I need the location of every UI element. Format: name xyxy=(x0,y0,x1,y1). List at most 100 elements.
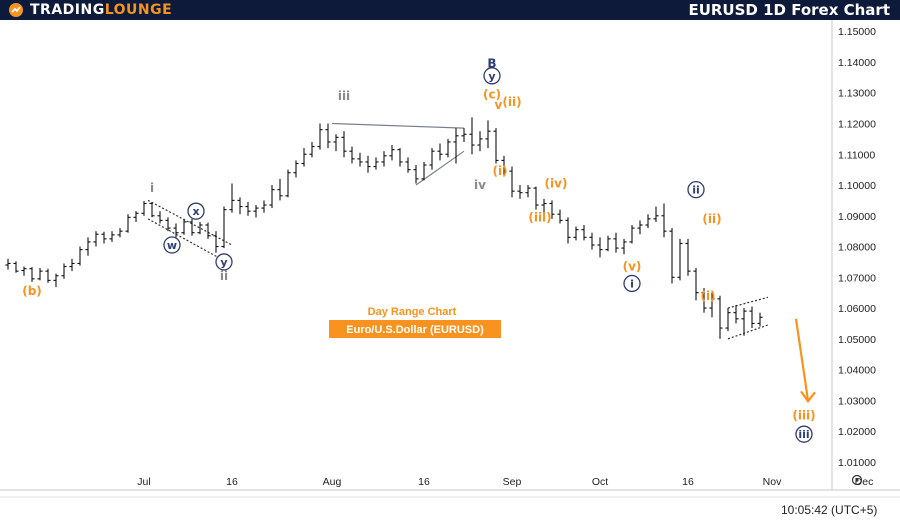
ohlc-bar xyxy=(277,178,283,201)
wave-label: iii xyxy=(798,428,809,441)
ohlc-bar xyxy=(285,169,291,198)
wave-label: v xyxy=(494,98,502,112)
channel-line-upper-2 xyxy=(727,296,769,309)
ohlc-bar xyxy=(221,206,227,249)
ohlc-bar xyxy=(709,292,715,318)
ohlc-bar xyxy=(517,185,523,199)
x-tick-label: Nov xyxy=(763,476,782,488)
ohlc-bar xyxy=(405,157,411,173)
wave-label: i xyxy=(150,181,154,195)
wave-label: ii xyxy=(220,269,228,283)
y-tick-label: 1.14000 xyxy=(838,57,876,69)
pair-label-box xyxy=(329,320,501,338)
ohlc-bar xyxy=(301,148,307,167)
ohlc-bar xyxy=(93,231,99,247)
wave-label: (iii) xyxy=(528,210,551,224)
ohlc-bar xyxy=(317,123,323,150)
wave-label-circle xyxy=(187,202,205,220)
x-tick-label: 16 xyxy=(682,476,694,488)
ohlc-bar xyxy=(645,214,651,229)
ohlc-bar xyxy=(141,201,147,216)
ohlc-bar xyxy=(5,258,11,270)
ohlc-bar xyxy=(485,120,491,149)
wave-label: ii xyxy=(692,184,700,197)
channel-line-lower-2 xyxy=(727,324,769,340)
ohlc-bar xyxy=(237,197,243,215)
ohlc-bar xyxy=(53,273,59,288)
wave-label: (i) xyxy=(492,164,507,178)
y-tick-label: 1.15000 xyxy=(838,26,876,38)
wave-label: (b) xyxy=(22,284,42,298)
ohlc-bar xyxy=(653,206,659,222)
wave-label: y xyxy=(488,70,495,83)
ohlc-bar xyxy=(349,146,355,164)
ohlc-bar xyxy=(573,226,579,241)
x-tick-label: Jul xyxy=(137,476,150,488)
ohlc-bar xyxy=(437,143,443,161)
wave-label-circle xyxy=(483,67,501,85)
pair-label-text: Euro/U.S.Dollar (EURUSD) xyxy=(346,324,484,336)
ohlc-bar xyxy=(109,231,115,242)
ohlc-bar xyxy=(565,217,571,244)
x-tick-label: Oct xyxy=(592,476,608,488)
settings-gear-icon[interactable] xyxy=(851,474,863,486)
ohlc-bar xyxy=(469,117,475,155)
ohlc-bar xyxy=(453,128,459,164)
y-tick-label: 1.08000 xyxy=(838,242,876,254)
y-tick-label: 1.05000 xyxy=(838,334,876,346)
time-readout: 10:05:42 (UTC+5) xyxy=(781,503,878,517)
wave-label: x xyxy=(192,205,199,218)
ohlc-bar xyxy=(253,205,259,218)
ohlc-bar xyxy=(149,201,155,218)
ohlc-bar xyxy=(389,145,395,161)
logo-wordmark: TRADINGLOUNGE xyxy=(30,2,172,18)
ohlc-bar xyxy=(749,306,755,329)
y-tick-label: 1.04000 xyxy=(838,365,876,377)
ohlc-bar xyxy=(621,238,627,255)
ohlc-bar xyxy=(61,263,67,279)
wave-label: B xyxy=(487,57,496,71)
ohlc-bar xyxy=(37,268,43,281)
triangle-line-upper xyxy=(331,122,465,129)
wave-label: (ii) xyxy=(702,212,721,226)
x-tick-label: Aug xyxy=(323,476,342,488)
x-tick-label: Dec xyxy=(855,476,874,488)
ohlc-bar xyxy=(597,237,603,258)
chart-title: EURUSD 1D Forex Chart xyxy=(688,1,890,19)
ohlc-bar xyxy=(677,238,683,281)
ohlc-bar xyxy=(557,209,563,224)
ohlc-bar xyxy=(669,228,675,284)
wave-label-circle xyxy=(623,274,641,293)
ohlc-bar xyxy=(261,200,267,213)
ohlc-bar xyxy=(373,157,379,170)
ohlc-bar xyxy=(69,258,75,272)
ohlc-bar xyxy=(629,225,635,244)
ohlc-bar xyxy=(341,131,347,158)
wave-label: w xyxy=(167,239,177,252)
ohlc-bar xyxy=(333,134,339,152)
ohlc-bar xyxy=(77,246,83,266)
x-tick-label: 16 xyxy=(418,476,430,488)
ohlc-bar xyxy=(477,131,483,152)
ohlc-bar xyxy=(189,218,195,236)
ohlc-bar xyxy=(725,308,731,332)
ohlc-bar xyxy=(549,200,555,219)
y-tick-label: 1.10000 xyxy=(838,180,876,192)
wave-label-circle xyxy=(795,425,813,443)
ohlc-bar xyxy=(501,155,507,176)
y-tick-label: 1.01000 xyxy=(838,457,876,469)
ohlc-bar xyxy=(85,237,91,256)
ohlc-bar xyxy=(525,185,531,198)
wave-label: (i) xyxy=(700,289,715,303)
ohlc-bar xyxy=(357,152,363,167)
ohlc-bar xyxy=(541,198,547,215)
ohlc-bar xyxy=(309,141,315,158)
y-tick-label: 1.03000 xyxy=(838,395,876,407)
y-tick-label: 1.13000 xyxy=(838,88,876,100)
projection-arrowhead xyxy=(800,390,816,404)
ohlc-bar xyxy=(133,211,139,222)
ohlc-bar xyxy=(637,220,643,235)
ohlc-bar xyxy=(397,148,403,167)
price-chart[interactable]: 1.15000 1.14000 1.13000 1.12000 1.11000 1.100… xyxy=(0,20,900,522)
wave-label: i xyxy=(630,277,634,290)
